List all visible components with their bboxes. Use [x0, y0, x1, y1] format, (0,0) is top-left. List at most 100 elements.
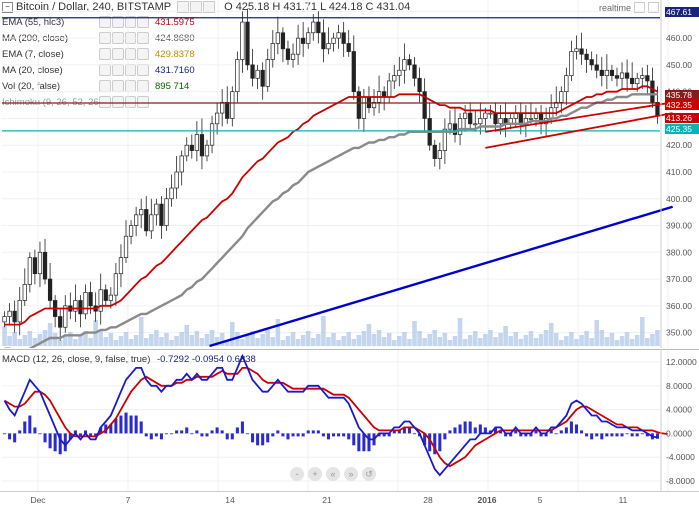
- maximize-icon[interactable]: [634, 2, 645, 13]
- more-icon[interactable]: [137, 96, 149, 108]
- volume-bar: [326, 337, 331, 346]
- volume-bar: [407, 339, 412, 346]
- time-tick-label: 11: [619, 495, 628, 505]
- candle-down: [245, 21, 250, 66]
- candle-up: [397, 69, 402, 76]
- volume-bar: [123, 332, 129, 346]
- candle-up: [559, 91, 564, 103]
- settings-icon[interactable]: [177, 1, 190, 13]
- nav-button[interactable]: «: [326, 467, 340, 481]
- volume-bar: [22, 335, 28, 346]
- candle-up: [635, 77, 640, 84]
- window-close-icon[interactable]: [648, 2, 659, 13]
- macd-histogram-bar: [534, 430, 538, 434]
- volume-bar: [437, 337, 443, 346]
- macd-tick-label: 8.0000: [666, 381, 692, 391]
- macd-histogram-bar: [519, 433, 523, 437]
- macd-histogram-bar: [28, 415, 32, 434]
- macd-histogram-bar: [276, 430, 280, 434]
- chart-header: − Bitcoin / Dollar, 240, BITSTAMP O 425.…: [2, 1, 410, 13]
- volume-bar: [640, 317, 645, 346]
- macd-histogram-bar: [580, 430, 584, 434]
- macd-histogram-bar: [53, 433, 57, 452]
- macd-histogram-bar: [83, 430, 88, 434]
- price-tick-label: 400.00: [666, 194, 692, 204]
- time-tick-label: 14: [225, 495, 235, 505]
- settings-icon[interactable]: [99, 96, 111, 108]
- macd-histogram-bar: [114, 418, 118, 434]
- macd-histogram-bar: [134, 415, 138, 434]
- macd-histogram-bar: [625, 433, 629, 435]
- nav-button[interactable]: ↺: [362, 467, 376, 481]
- macd-histogram-bar: [463, 421, 467, 434]
- macd-histogram-bar: [514, 430, 518, 434]
- macd-histogram-bar: [620, 433, 624, 437]
- eye-icon[interactable]: [190, 1, 203, 13]
- indicator-row[interactable]: EMA (7, close) 429.8378: [2, 47, 195, 61]
- candle-up: [402, 59, 407, 71]
- volume-bar: [32, 338, 38, 346]
- macd-histogram-bar: [367, 433, 371, 452]
- eye-icon[interactable]: [111, 48, 124, 60]
- collapse-icon[interactable]: −: [2, 1, 13, 13]
- candle-down: [422, 91, 427, 119]
- volume-bar: [553, 333, 559, 346]
- nav-button[interactable]: »: [344, 467, 358, 481]
- close-icon[interactable]: [124, 16, 137, 28]
- price-chart[interactable]: 470.00460.00450.00440.00430.00420.00410.…: [0, 0, 699, 348]
- macd-histogram-bar: [240, 421, 244, 434]
- candle-up: [473, 123, 478, 126]
- candle-up: [336, 32, 341, 39]
- volume-bar: [427, 334, 432, 346]
- settings-icon[interactable]: [99, 16, 111, 28]
- candle-up: [640, 75, 645, 79]
- eye-icon[interactable]: [111, 16, 124, 28]
- time-axis[interactable]: Dec 7 14 21 28 2016 5 11: [0, 491, 699, 508]
- symbol-title[interactable]: Bitcoin / Dollar, 240, BITSTAMP: [16, 1, 172, 13]
- macd-histogram-bar: [382, 433, 386, 437]
- volume-bar: [290, 332, 296, 346]
- indicator-row[interactable]: Ichimoku (9, 26, 52, 26): [2, 95, 155, 109]
- price-tick-label: 360.00: [666, 301, 692, 311]
- macd-histogram-bar: [357, 433, 361, 452]
- volume-bar: [128, 339, 134, 346]
- macd-histogram-bar: [256, 433, 260, 446]
- volume-bar: [559, 340, 564, 346]
- ma200-line: [4, 93, 658, 348]
- volume-bar: [184, 325, 190, 346]
- eye-icon[interactable]: [111, 96, 124, 108]
- candle-down: [341, 32, 346, 44]
- close-icon[interactable]: [124, 48, 137, 60]
- close-icon[interactable]: [203, 1, 216, 13]
- candle-up: [326, 43, 331, 50]
- macd-histogram-bar: [18, 430, 22, 434]
- indicator-buttons: [99, 96, 149, 108]
- volume-bar: [452, 336, 458, 346]
- settings-icon[interactable]: [99, 48, 111, 60]
- candle-up: [123, 235, 129, 259]
- volume-bar: [614, 340, 620, 346]
- volume-bar: [543, 330, 549, 346]
- more-icon[interactable]: [137, 48, 149, 60]
- nav-button[interactable]: -: [290, 467, 304, 481]
- indicator-row[interactable]: EMA (55, hlc3) 431.5975: [2, 15, 195, 29]
- macd-histogram-bar: [483, 427, 487, 434]
- candle-down: [630, 77, 635, 84]
- ohlc-readout: O 425.18 H 431.71 L 424.18 C 431.04: [224, 1, 411, 13]
- macd-histogram-bar: [48, 433, 52, 449]
- macd-histogram-bar: [124, 412, 128, 434]
- candle-up: [255, 69, 260, 79]
- macd-histogram-bar: [585, 433, 589, 437]
- volume-bar: [462, 339, 468, 346]
- macd-histogram-bar: [655, 433, 659, 439]
- more-icon[interactable]: [137, 16, 149, 28]
- candle-down: [579, 48, 584, 55]
- volume-bar: [7, 336, 12, 346]
- nav-button[interactable]: +: [308, 467, 322, 481]
- macd-tick-label: -8.0000: [666, 476, 695, 486]
- volume-bar: [442, 333, 448, 346]
- macd-histogram-bar: [443, 433, 447, 440]
- close-icon[interactable]: [124, 96, 137, 108]
- macd-chart[interactable]: 12.0000 8.0000 4.0000 0.0000 -4.0000 -8.0000: [0, 349, 699, 491]
- macd-legend: MACD (12, 26, close, 9, false, true) -0.…: [2, 354, 256, 365]
